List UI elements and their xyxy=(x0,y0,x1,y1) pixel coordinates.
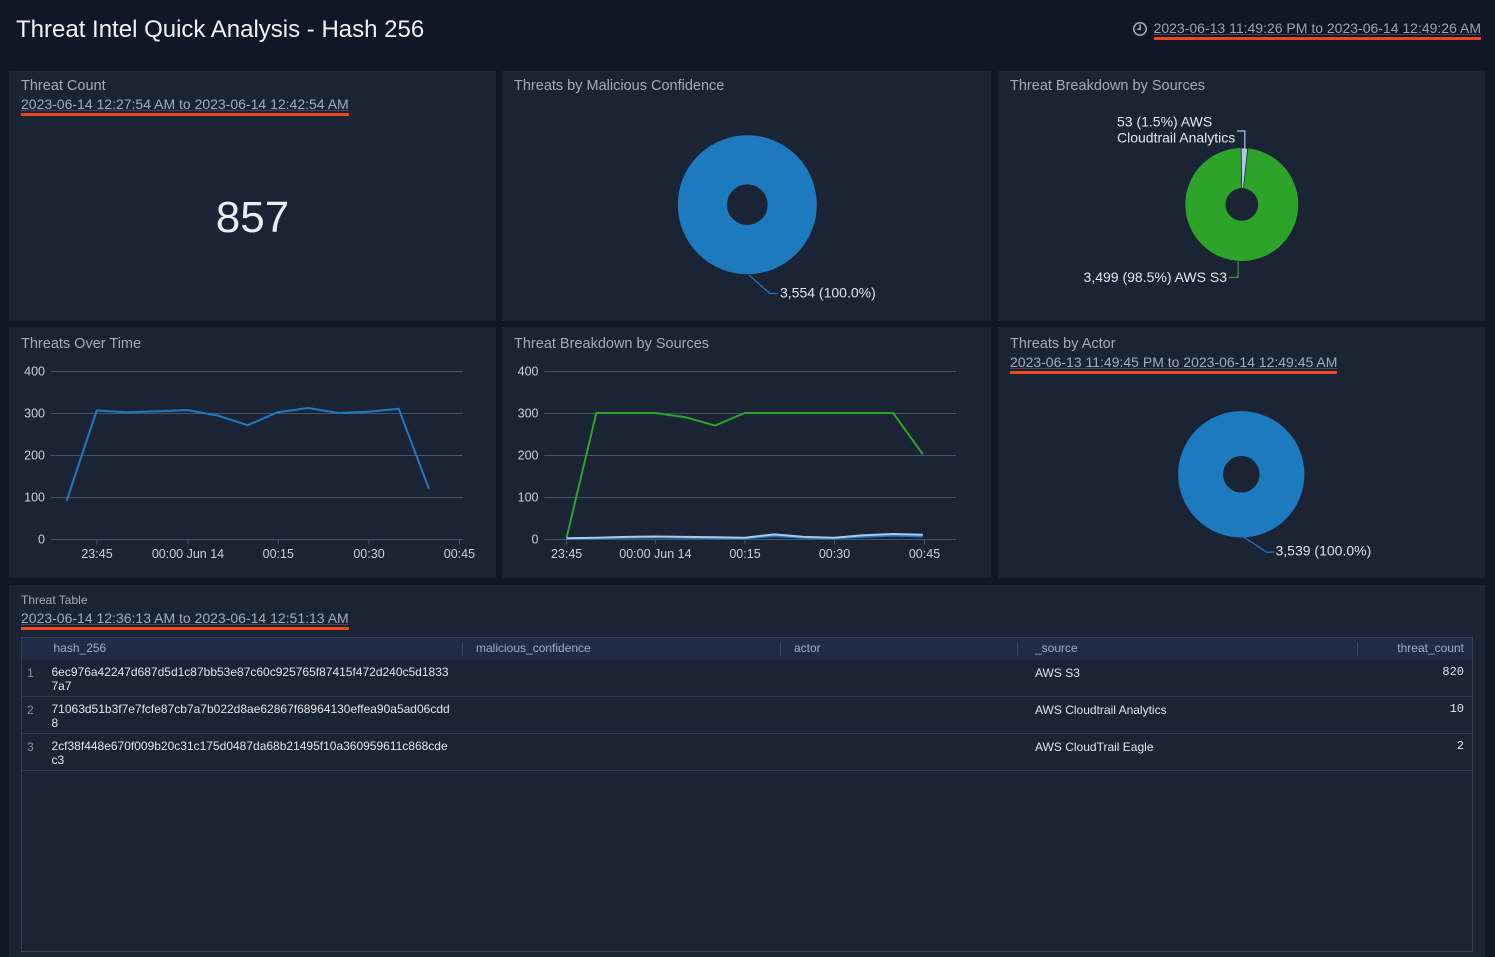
svg-text:3,539 (100.0%): 3,539 (100.0%) xyxy=(1276,543,1372,559)
svg-text:Cloudtrail Analytics: Cloudtrail Analytics xyxy=(1117,130,1235,146)
svg-text:00:30: 00:30 xyxy=(819,547,850,561)
svg-text:100: 100 xyxy=(518,491,539,505)
svg-text:00:45: 00:45 xyxy=(909,547,940,561)
svg-text:00:30: 00:30 xyxy=(353,547,384,561)
svg-text:00:00 Jun 14: 00:00 Jun 14 xyxy=(619,547,691,561)
svg-text:400: 400 xyxy=(24,365,45,379)
svg-text:00:45: 00:45 xyxy=(444,547,475,561)
svg-text:00:15: 00:15 xyxy=(729,547,760,561)
svg-text:23:45: 23:45 xyxy=(81,547,112,561)
svg-text:00:00 Jun 14: 00:00 Jun 14 xyxy=(152,547,224,561)
svg-text:3,554 (100.0%): 3,554 (100.0%) xyxy=(780,284,876,300)
svg-text:00:15: 00:15 xyxy=(263,547,294,561)
svg-text:200: 200 xyxy=(518,449,539,463)
svg-text:100: 100 xyxy=(24,491,45,505)
svg-text:23:45: 23:45 xyxy=(551,547,582,561)
svg-text:3,499 (98.5%) AWS S3: 3,499 (98.5%) AWS S3 xyxy=(1084,269,1228,285)
svg-text:200: 200 xyxy=(24,449,45,463)
svg-text:300: 300 xyxy=(518,407,539,421)
svg-text:400: 400 xyxy=(518,365,539,379)
svg-text:0: 0 xyxy=(532,533,539,547)
svg-text:0: 0 xyxy=(38,533,45,547)
svg-text:300: 300 xyxy=(24,407,45,421)
svg-text:53 (1.5%) AWS: 53 (1.5%) AWS xyxy=(1117,114,1212,130)
